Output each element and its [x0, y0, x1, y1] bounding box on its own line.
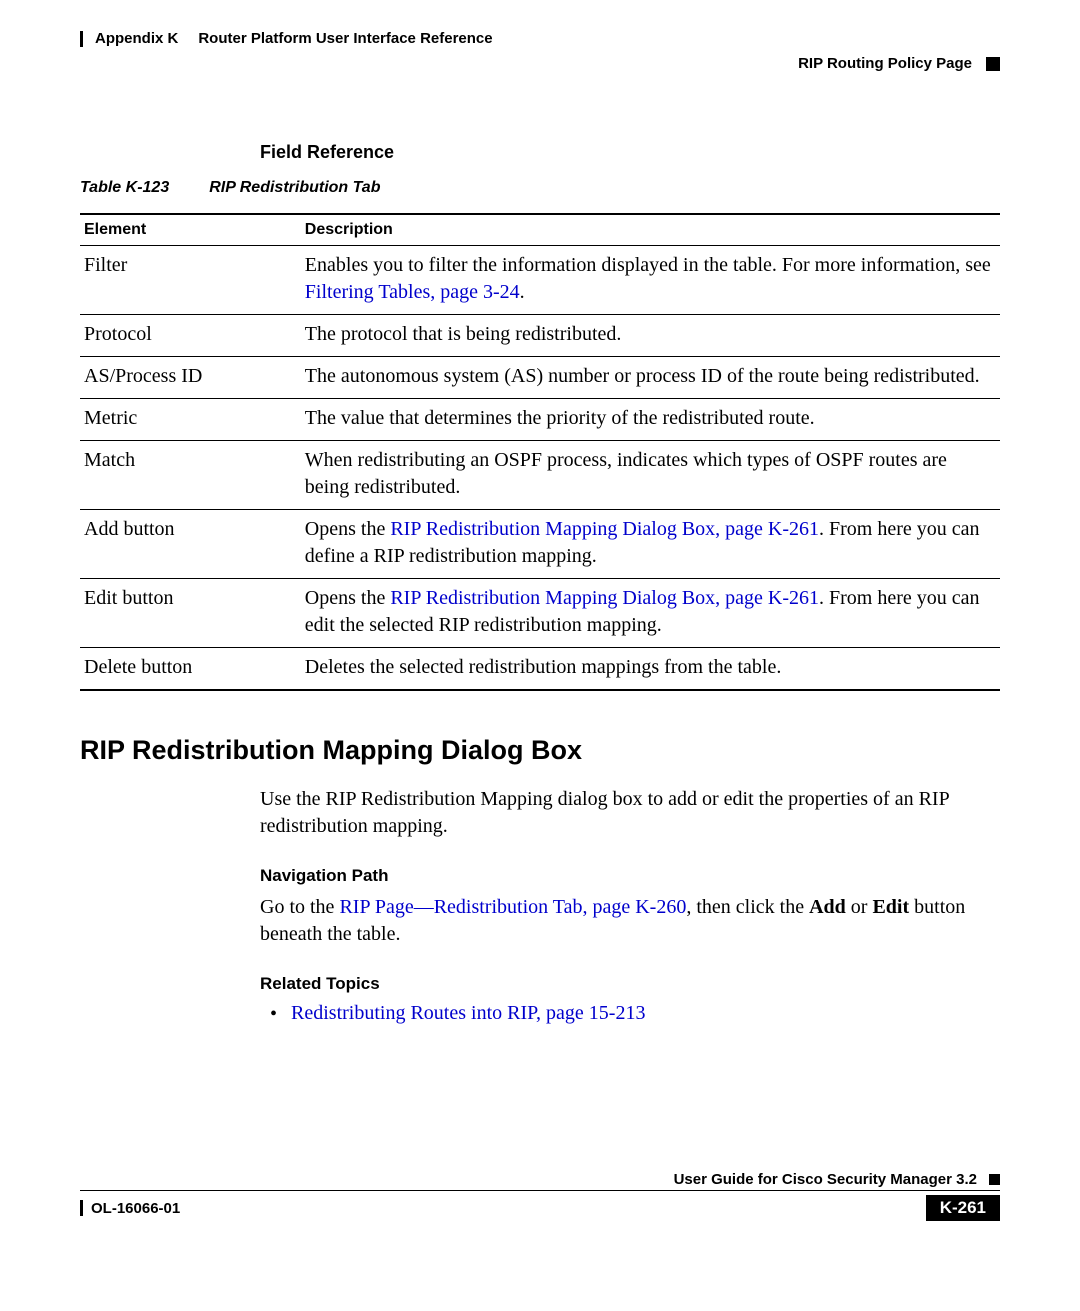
reference-table: Element Description Filter Enables you t…: [80, 213, 1000, 691]
page-header: Appendix K Router Platform User Interfac…: [80, 30, 1000, 47]
footer-top-row: User Guide for Cisco Security Manager 3.…: [80, 1171, 1000, 1191]
footer-doc-id: OL-16066-01: [80, 1200, 180, 1217]
header-bar-icon: [80, 31, 83, 47]
cell-description: Enables you to filter the information di…: [301, 246, 1000, 315]
cell-description: When redistributing an OSPF process, ind…: [301, 441, 1000, 510]
section-label: RIP Routing Policy Page: [798, 55, 972, 72]
text-segment: Enables you to filter the information di…: [305, 254, 991, 276]
cell-element: Protocol: [80, 315, 301, 357]
redistributing-routes-link[interactable]: Redistributing Routes into RIP, page 15-…: [291, 1002, 645, 1025]
table-row: Match When redistributing an OSPF proces…: [80, 441, 1000, 510]
text-segment: Go to the: [260, 896, 339, 918]
cell-description: Deletes the selected redistribution mapp…: [301, 648, 1000, 691]
navigation-path-heading: Navigation Path: [260, 866, 1000, 886]
navigation-path-text: Go to the RIP Page—Redistribution Tab, p…: [260, 894, 1000, 948]
cell-element: AS/Process ID: [80, 357, 301, 399]
section-heading: RIP Redistribution Mapping Dialog Box: [80, 735, 1000, 766]
cell-element: Metric: [80, 399, 301, 441]
cell-description: Opens the RIP Redistribution Mapping Dia…: [301, 579, 1000, 648]
text-segment: Opens the: [305, 587, 391, 609]
text-segment: , then click the: [686, 896, 809, 918]
footer-bottom-row: OL-16066-01 K-261: [80, 1191, 1000, 1221]
rip-mapping-dialog-link[interactable]: RIP Redistribution Mapping Dialog Box, p…: [390, 518, 819, 540]
field-reference-heading: Field Reference: [260, 142, 1000, 163]
footer-guide-title: User Guide for Cisco Security Manager 3.…: [674, 1171, 977, 1188]
bullet-icon: •: [270, 1003, 277, 1026]
text-segment: or: [846, 896, 873, 918]
cell-element: Match: [80, 441, 301, 510]
cell-element: Add button: [80, 510, 301, 579]
section-marker-icon: [986, 57, 1000, 71]
header-left: Appendix K Router Platform User Interfac…: [80, 30, 493, 47]
filtering-tables-link[interactable]: Filtering Tables, page 3-24: [305, 281, 520, 303]
cell-element: Filter: [80, 246, 301, 315]
field-reference-block: Field Reference: [260, 142, 1000, 163]
table-row: Add button Opens the RIP Redistribution …: [80, 510, 1000, 579]
cell-description: The value that determines the priority o…: [301, 399, 1000, 441]
related-topic-item: • Redistributing Routes into RIP, page 1…: [270, 1002, 1000, 1026]
table-row: Protocol The protocol that is being redi…: [80, 315, 1000, 357]
appendix-title: Router Platform User Interface Reference: [198, 30, 492, 47]
footer-marker-icon: [989, 1174, 1000, 1185]
table-title: RIP Redistribution Tab: [209, 179, 380, 196]
doc-id-text: OL-16066-01: [91, 1200, 180, 1217]
text-segment: Opens the: [305, 518, 391, 540]
section-intro: Use the RIP Redistribution Mapping dialo…: [260, 786, 1000, 840]
cell-element: Edit button: [80, 579, 301, 648]
col-description: Description: [301, 214, 1000, 246]
related-topics-heading: Related Topics: [260, 974, 1000, 994]
header-section-row: RIP Routing Policy Page: [80, 55, 1000, 72]
page-container: Appendix K Router Platform User Interfac…: [0, 0, 1080, 1311]
cell-description: Opens the RIP Redistribution Mapping Dia…: [301, 510, 1000, 579]
cell-description: The protocol that is being redistributed…: [301, 315, 1000, 357]
table-header-row: Element Description: [80, 214, 1000, 246]
table-row: Filter Enables you to filter the informa…: [80, 246, 1000, 315]
cell-description: The autonomous system (AS) number or pro…: [301, 357, 1000, 399]
table-block: Table K-123 RIP Redistribution Tab Elemen…: [80, 179, 1000, 691]
table-row: AS/Process ID The autonomous system (AS)…: [80, 357, 1000, 399]
rip-mapping-dialog-link[interactable]: RIP Redistribution Mapping Dialog Box, p…: [390, 587, 819, 609]
col-element: Element: [80, 214, 301, 246]
table-row: Metric The value that determines the pri…: [80, 399, 1000, 441]
table-caption: Table K-123 RIP Redistribution Tab: [80, 179, 1000, 197]
edit-bold: Edit: [872, 896, 909, 918]
cell-element: Delete button: [80, 648, 301, 691]
add-bold: Add: [809, 896, 846, 918]
page-footer: User Guide for Cisco Security Manager 3.…: [80, 1171, 1000, 1221]
table-row: Edit button Opens the RIP Redistribution…: [80, 579, 1000, 648]
page-number: K-261: [926, 1195, 1000, 1221]
table-row: Delete button Deletes the selected redis…: [80, 648, 1000, 691]
section-body: Use the RIP Redistribution Mapping dialo…: [260, 786, 1000, 1026]
text-segment: .: [520, 281, 525, 303]
footer-bar-icon: [80, 1200, 83, 1216]
rip-page-redistribution-link[interactable]: RIP Page—Redistribution Tab, page K-260: [339, 896, 686, 918]
appendix-label: Appendix K: [95, 30, 178, 47]
table-number: Table K-123: [80, 179, 169, 197]
